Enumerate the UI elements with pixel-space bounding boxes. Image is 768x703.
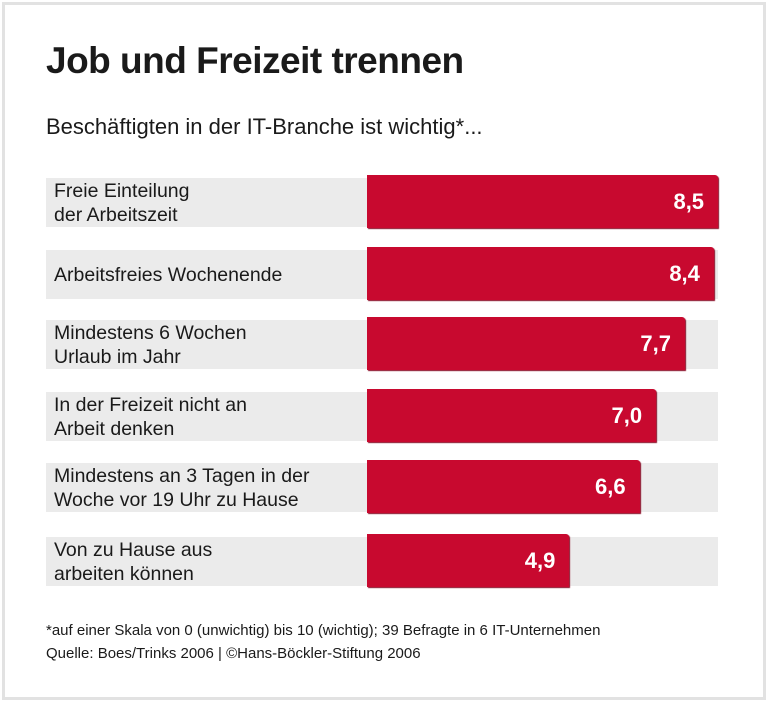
value-label: 7,0: [611, 402, 643, 428]
category-label: Arbeitsfreies Wochenende: [54, 263, 283, 286]
value-label: 7,7: [640, 330, 671, 356]
bar-row: Mindestens 6 Wochen Urlaub im Jahr 7,7: [46, 317, 718, 370]
value-label: 4,9: [524, 547, 556, 573]
chart-title: Job und Freizeit trennen: [46, 40, 464, 81]
bar-row: Von zu Hause aus arbeiten können 4,9: [46, 534, 718, 587]
bar: 7,7: [367, 317, 685, 370]
value-label: 6,6: [594, 473, 626, 499]
bar: 6,6: [367, 460, 640, 513]
footnote: *auf einer Skala von 0 (unwichtig) bis 1…: [46, 622, 601, 639]
bar-row: Freie Einteilung der Arbeitszeit 8,5: [46, 175, 719, 228]
category-label: Freie Einteilung der Arbeitszeit: [54, 179, 190, 226]
bar: 8,5: [367, 175, 719, 228]
bar-row: Arbeitsfreies Wochenende 8,4: [46, 247, 718, 300]
category-label: Mindestens 6 Wochen Urlaub im Jahr: [54, 321, 247, 368]
category-label: Mindestens an 3 Tagen in der Woche vor 1…: [54, 464, 310, 511]
value-label: 8,4: [669, 260, 700, 286]
category-label: In der Freizeit nicht an Arbeit denken: [54, 393, 247, 440]
chart-subtitle: Beschäftigten in der IT-Branche ist wich…: [46, 114, 483, 139]
category-label: Von zu Hause aus arbeiten können: [54, 538, 213, 585]
source: Quelle: Boes/Trinks 2006 | ©Hans-Böckler…: [46, 645, 421, 662]
value-label: 8,5: [673, 188, 705, 214]
bar: 8,4: [367, 247, 714, 300]
bar-row: In der Freizeit nicht an Arbeit denken 7,…: [46, 389, 718, 442]
bar: 7,0: [367, 389, 657, 442]
bar: 4,9: [367, 534, 570, 587]
bar-row: Mindestens an 3 Tagen in der Woche vor 1…: [46, 460, 718, 513]
